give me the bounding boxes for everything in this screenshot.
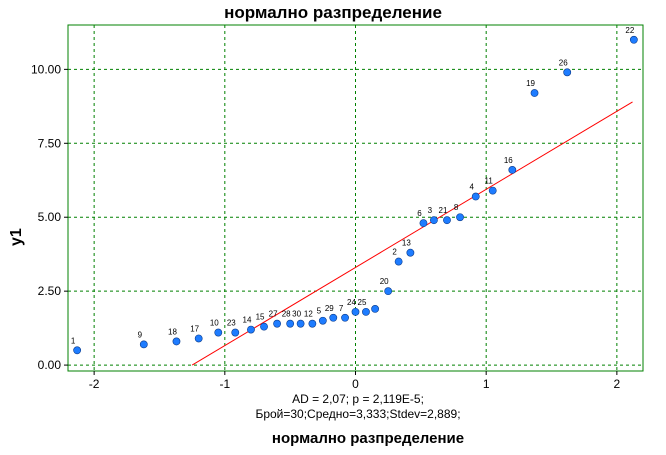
y-tick-label: 0.00 <box>38 358 62 372</box>
point-label: 14 <box>243 316 252 325</box>
data-point <box>406 248 415 257</box>
data-point <box>139 340 148 349</box>
stats-block: AD = 2,07; p = 2,119E-5; Брой=30;Средно=… <box>0 392 666 422</box>
stats-line-1: AD = 2,07; p = 2,119E-5; <box>292 392 424 406</box>
y-tick-label: 7.50 <box>38 136 62 150</box>
point-label: 23 <box>227 319 236 328</box>
data-point <box>456 213 464 222</box>
point-label: 10 <box>210 319 219 328</box>
point-label: 12 <box>304 310 313 319</box>
data-point <box>430 216 438 225</box>
y-tick-label: 5.00 <box>38 210 62 224</box>
point-label: 16 <box>504 156 513 165</box>
point-label: 3 <box>428 206 433 215</box>
point-label: 22 <box>625 26 634 35</box>
data-point <box>351 307 360 316</box>
x-tick-label: -2 <box>89 377 100 391</box>
point-label: 2 <box>392 248 397 257</box>
point-label: 26 <box>559 58 568 67</box>
data-point <box>488 186 497 195</box>
data-point <box>286 319 295 328</box>
data-point <box>247 325 255 334</box>
data-point <box>194 334 203 343</box>
data-point <box>443 216 451 225</box>
point-label: 21 <box>439 206 448 215</box>
point-label: 30 <box>292 310 301 319</box>
x-tick-label: 0 <box>352 377 359 391</box>
data-point <box>296 319 305 328</box>
stats-line-2: Брой=30;Средно=3,333;Stdev=2,889; <box>255 407 461 421</box>
data-point <box>231 328 240 337</box>
fit-line <box>191 101 633 366</box>
data-point <box>419 219 428 228</box>
data-point <box>530 89 539 97</box>
point-label: 19 <box>526 79 535 88</box>
data-point <box>563 68 572 77</box>
point-label: 15 <box>256 313 265 322</box>
data-point <box>362 307 370 316</box>
point-label: 29 <box>325 304 334 313</box>
point-label: 13 <box>402 239 411 248</box>
point-label: 6 <box>417 209 422 218</box>
point-label: 8 <box>454 203 459 212</box>
chart-title: нормално разпределение <box>224 3 442 22</box>
data-point <box>172 337 181 346</box>
data-point <box>341 313 349 322</box>
data-point <box>508 166 517 174</box>
data-point <box>394 257 403 266</box>
data-point <box>329 313 338 322</box>
point-label: 25 <box>358 298 367 307</box>
point-label: 28 <box>282 310 291 319</box>
x-axis-label: нормално разпределение <box>271 430 465 447</box>
point-label: 5 <box>317 307 322 316</box>
point-label: 24 <box>347 298 356 307</box>
point-label: 27 <box>269 310 278 319</box>
point-label: 9 <box>138 330 143 339</box>
point-label: 7 <box>339 304 344 313</box>
point-label: 18 <box>168 327 177 336</box>
point-label: 4 <box>470 183 475 192</box>
data-point <box>308 319 317 328</box>
data-point <box>471 192 480 201</box>
x-tick-label: 1 <box>483 377 490 391</box>
point-label: 11 <box>485 177 494 186</box>
data-point <box>629 35 638 44</box>
data-point <box>273 319 281 328</box>
data-point <box>260 322 268 331</box>
data-point <box>371 304 380 313</box>
data-point <box>214 328 223 337</box>
x-tick-label: -1 <box>219 377 230 391</box>
data-point <box>73 346 82 355</box>
point-label: 17 <box>190 324 199 333</box>
y-tick-label: 10.00 <box>31 62 61 76</box>
data-point <box>384 287 393 296</box>
point-label: 1 <box>71 336 76 345</box>
data-point <box>318 316 327 325</box>
point-label: 20 <box>380 277 389 286</box>
x-tick-label: 2 <box>614 377 621 391</box>
y-tick-label: 2.50 <box>38 284 62 298</box>
